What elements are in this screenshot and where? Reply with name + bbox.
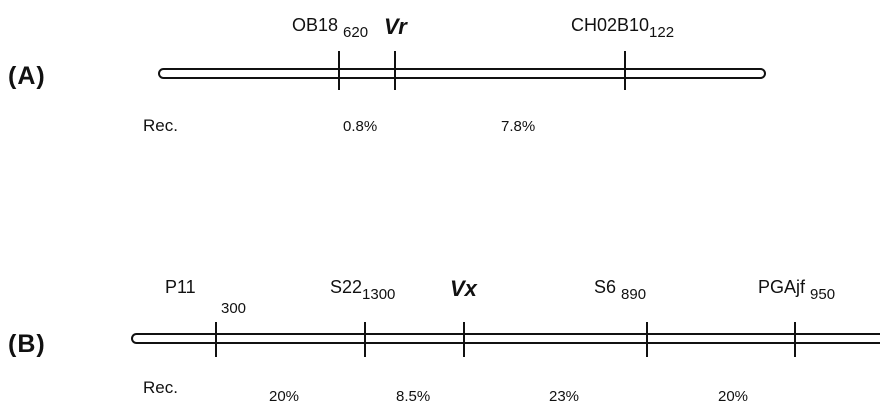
marker-s6: S6 890 (594, 278, 646, 302)
panel-b-label: (B) (8, 330, 46, 358)
marker-subscript: 950 (810, 286, 836, 303)
marker-subscript: 1300 (362, 286, 396, 303)
marker-name: CH02B10 (571, 15, 650, 35)
marker-ob18: OB18 620 (292, 16, 368, 40)
tick-ch02b10 (624, 51, 626, 90)
marker-subscript: 620 (343, 24, 369, 41)
rec-value: 8.5% (396, 388, 431, 405)
marker-ch02b10: CH02B10122 (571, 16, 674, 40)
gene-vr: Vr (384, 14, 407, 39)
marker-subscript: 890 (621, 286, 647, 303)
tick-pgajf (794, 322, 796, 357)
rec-label-b: Rec. (143, 378, 178, 397)
tick-s22 (364, 322, 366, 357)
marker-name: OB18 (292, 15, 339, 35)
rec-value: 23% (549, 388, 580, 405)
tick-ob18 (338, 51, 340, 90)
linkage-bar-b (131, 333, 880, 344)
linkage-bar-a (158, 68, 766, 79)
panel-a-label: (A) (8, 62, 46, 90)
marker-s22: S221300 (330, 278, 395, 302)
marker-p11-subscript: 300 (221, 300, 247, 317)
tick-vx (463, 322, 465, 357)
marker-p11: P11 (165, 278, 196, 296)
marker-pgajf: PGAjf 950 (758, 278, 835, 302)
marker-name: S22 (330, 277, 363, 297)
marker-name: S6 (594, 277, 617, 297)
rec-value: 20% (269, 388, 300, 405)
gene-vx: Vx (450, 276, 477, 301)
tick-s6 (646, 322, 648, 357)
marker-name: P11 (165, 277, 196, 297)
marker-subscript: 122 (649, 24, 675, 41)
tick-p11 (215, 322, 217, 357)
rec-value: 7.8% (501, 118, 536, 135)
tick-vr (394, 51, 396, 90)
rec-label-a: Rec. (143, 116, 178, 135)
rec-value: 0.8% (343, 118, 378, 135)
rec-value: 20% (718, 388, 749, 405)
marker-name: PGAjf (758, 277, 806, 297)
